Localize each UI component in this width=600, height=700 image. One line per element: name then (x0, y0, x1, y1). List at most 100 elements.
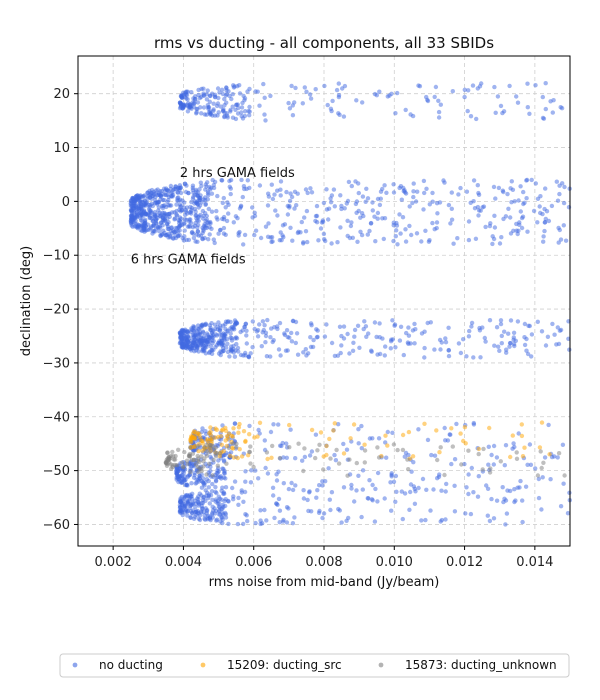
data-point (214, 208, 219, 214)
data-point (375, 470, 381, 476)
data-point (442, 180, 447, 185)
data-point (231, 343, 236, 349)
data-point (518, 209, 523, 214)
data-point (466, 88, 471, 93)
data-point (372, 519, 378, 524)
data-point (514, 456, 520, 461)
data-point (218, 519, 223, 524)
y-tick-label: −10 (43, 249, 70, 264)
data-point (422, 345, 427, 351)
data-point (217, 508, 222, 513)
data-point (458, 431, 463, 436)
data-point (520, 519, 525, 525)
data-point (295, 191, 300, 196)
data-point (138, 224, 143, 229)
data-point (289, 339, 295, 344)
data-point (146, 206, 152, 212)
data-point (226, 445, 232, 451)
data-point (527, 442, 533, 447)
data-point (199, 454, 204, 459)
data-point (522, 342, 528, 348)
data-point (293, 85, 298, 91)
data-point (403, 239, 409, 244)
data-point (391, 479, 397, 484)
data-point (183, 327, 188, 332)
data-point (421, 207, 426, 212)
data-point (565, 511, 571, 516)
data-point (345, 473, 350, 478)
data-point (354, 199, 360, 204)
data-point (293, 456, 298, 461)
data-point (255, 328, 261, 333)
data-point (501, 109, 507, 114)
data-point (174, 212, 179, 217)
data-point (174, 202, 179, 207)
data-point (194, 106, 199, 112)
data-point (196, 494, 201, 499)
data-point (186, 190, 191, 196)
data-point (538, 194, 543, 199)
data-point (220, 200, 225, 206)
data-point (228, 186, 233, 191)
data-point (501, 189, 506, 195)
data-point (193, 97, 198, 102)
data-point (471, 490, 476, 495)
data-point (391, 442, 397, 447)
data-point (424, 94, 429, 100)
data-point (398, 324, 404, 329)
data-point (328, 200, 334, 205)
grid-lines (78, 56, 570, 546)
data-point (510, 433, 515, 438)
data-point (365, 496, 370, 501)
data-point (223, 497, 228, 502)
y-tick-label: 10 (53, 141, 70, 156)
data-point (399, 197, 404, 202)
data-point (311, 337, 316, 343)
data-point (286, 486, 292, 492)
data-point (519, 422, 524, 427)
data-point (359, 446, 364, 451)
data-point (268, 335, 273, 340)
data-point (214, 517, 220, 522)
data-point (354, 488, 359, 493)
data-point (302, 454, 308, 460)
data-point (529, 354, 534, 359)
data-point (276, 422, 281, 427)
data-point (224, 461, 229, 466)
data-point (495, 94, 501, 99)
data-point (179, 506, 184, 511)
data-point (194, 110, 199, 115)
data-point (212, 511, 218, 516)
data-point (452, 483, 457, 488)
data-point (289, 330, 294, 336)
data-point (208, 344, 214, 349)
data-point (236, 231, 241, 236)
data-point (550, 321, 555, 327)
data-point (262, 323, 267, 328)
data-point (541, 460, 546, 465)
data-point (335, 240, 340, 245)
data-point (476, 213, 481, 218)
data-point (543, 106, 548, 112)
data-point (395, 242, 400, 247)
data-point (520, 454, 526, 459)
data-point (211, 237, 216, 242)
data-point (180, 464, 186, 469)
data-point (195, 190, 201, 195)
data-point (492, 84, 497, 90)
data-point (525, 81, 530, 86)
data-point (220, 485, 225, 490)
data-point (496, 344, 501, 349)
data-point (263, 340, 268, 345)
data-point (360, 100, 365, 105)
data-point (169, 225, 174, 230)
data-point (486, 462, 491, 467)
data-point (223, 512, 228, 517)
data-point (204, 472, 209, 477)
data-point (413, 199, 419, 204)
data-point (176, 447, 181, 452)
data-point (268, 429, 274, 435)
data-point (317, 442, 322, 447)
data-point (198, 435, 203, 440)
y-tick-label: −60 (43, 518, 70, 533)
